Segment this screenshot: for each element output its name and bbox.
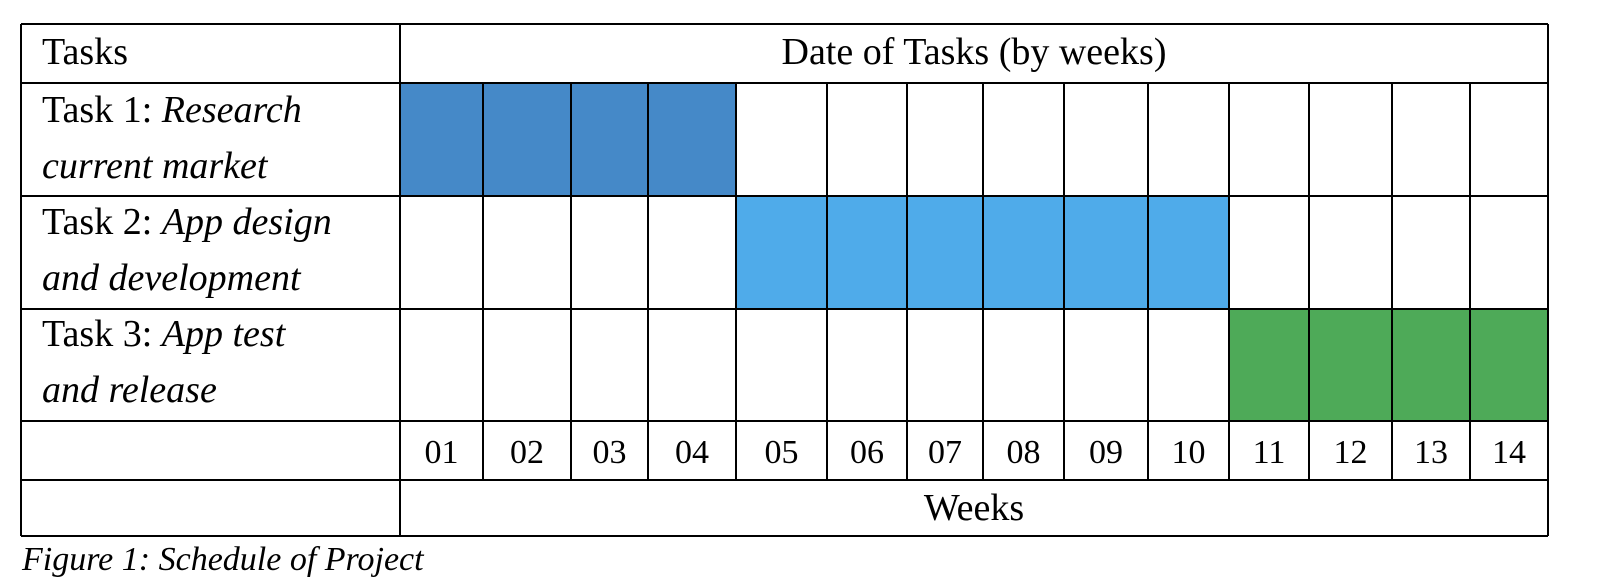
task-1-name-part1: Research: [161, 89, 302, 131]
task-1-bar-week-01: [400, 83, 483, 196]
gantt-chart: Tasks Date of Tasks (by weeks) Task 1: R…: [20, 23, 1549, 537]
task-1-label-line2: current market: [42, 145, 269, 187]
week-tick-label-07: 07: [928, 434, 962, 471]
task-2-name-part1: App design: [159, 201, 332, 243]
week-tick-label-02: 02: [510, 434, 544, 471]
date-of-tasks-header: Date of Tasks (by weeks): [782, 31, 1167, 73]
task-1-label-line1: Task 1: Research: [42, 89, 302, 131]
task-3-bar-week-13: [1392, 309, 1470, 421]
task-2-prefix: Task 2:: [42, 201, 162, 243]
week-tick-label-14: 14: [1492, 434, 1526, 471]
task-1-bar-week-03: [571, 83, 648, 196]
task-1-prefix: Task 1:: [42, 89, 162, 131]
task-2-bar-week-07: [907, 196, 983, 309]
task-3-name-part1: App test: [159, 313, 287, 355]
task-2-bar-week-08: [983, 196, 1064, 309]
task-2-bar-week-09: [1064, 196, 1148, 309]
task-2-bar-week-06: [827, 196, 907, 309]
week-tick-label-09: 09: [1089, 434, 1123, 471]
week-tick-label-01: 01: [425, 434, 459, 471]
week-tick-label-06: 06: [850, 434, 884, 471]
week-tick-label-10: 10: [1172, 434, 1206, 471]
week-tick-labels: 01 02 03 04 05 06 07 08 09 10 11 12 13 14: [425, 434, 1527, 471]
week-tick-label-13: 13: [1414, 434, 1448, 471]
week-tick-label-05: 05: [765, 434, 799, 471]
task-3-label-line2: and release: [42, 369, 217, 411]
task-1-bar-week-02: [483, 83, 571, 196]
week-tick-label-08: 08: [1007, 434, 1041, 471]
week-tick-label-03: 03: [593, 434, 627, 471]
week-tick-label-04: 04: [675, 434, 709, 471]
task-1-bar-week-04: [648, 83, 736, 196]
tasks-header-label: Tasks: [42, 31, 128, 73]
task-2-bar-week-10: [1148, 196, 1229, 309]
task-3-bar-week-12: [1309, 309, 1392, 421]
task-3-bar-week-11: [1229, 309, 1309, 421]
task-2-label-line2: and development: [42, 257, 302, 299]
task-bars: [400, 83, 1548, 421]
week-tick-label-12: 12: [1334, 434, 1368, 471]
x-axis-label: Weeks: [924, 487, 1024, 529]
week-tick-label-11: 11: [1253, 434, 1286, 471]
task-3-prefix: Task 3:: [42, 313, 162, 355]
task-3-bar-week-14: [1470, 309, 1548, 421]
task-3-label-line1: Task 3: App test: [42, 313, 287, 355]
task-2-bar-week-05: [736, 196, 827, 309]
task-2-label-line1: Task 2: App design: [42, 201, 332, 243]
figure-caption: Figure 1: Schedule of Project: [22, 541, 424, 578]
table-text: Tasks Date of Tasks (by weeks) Task 1: R…: [42, 31, 1166, 529]
table-grid: [20, 23, 1549, 537]
